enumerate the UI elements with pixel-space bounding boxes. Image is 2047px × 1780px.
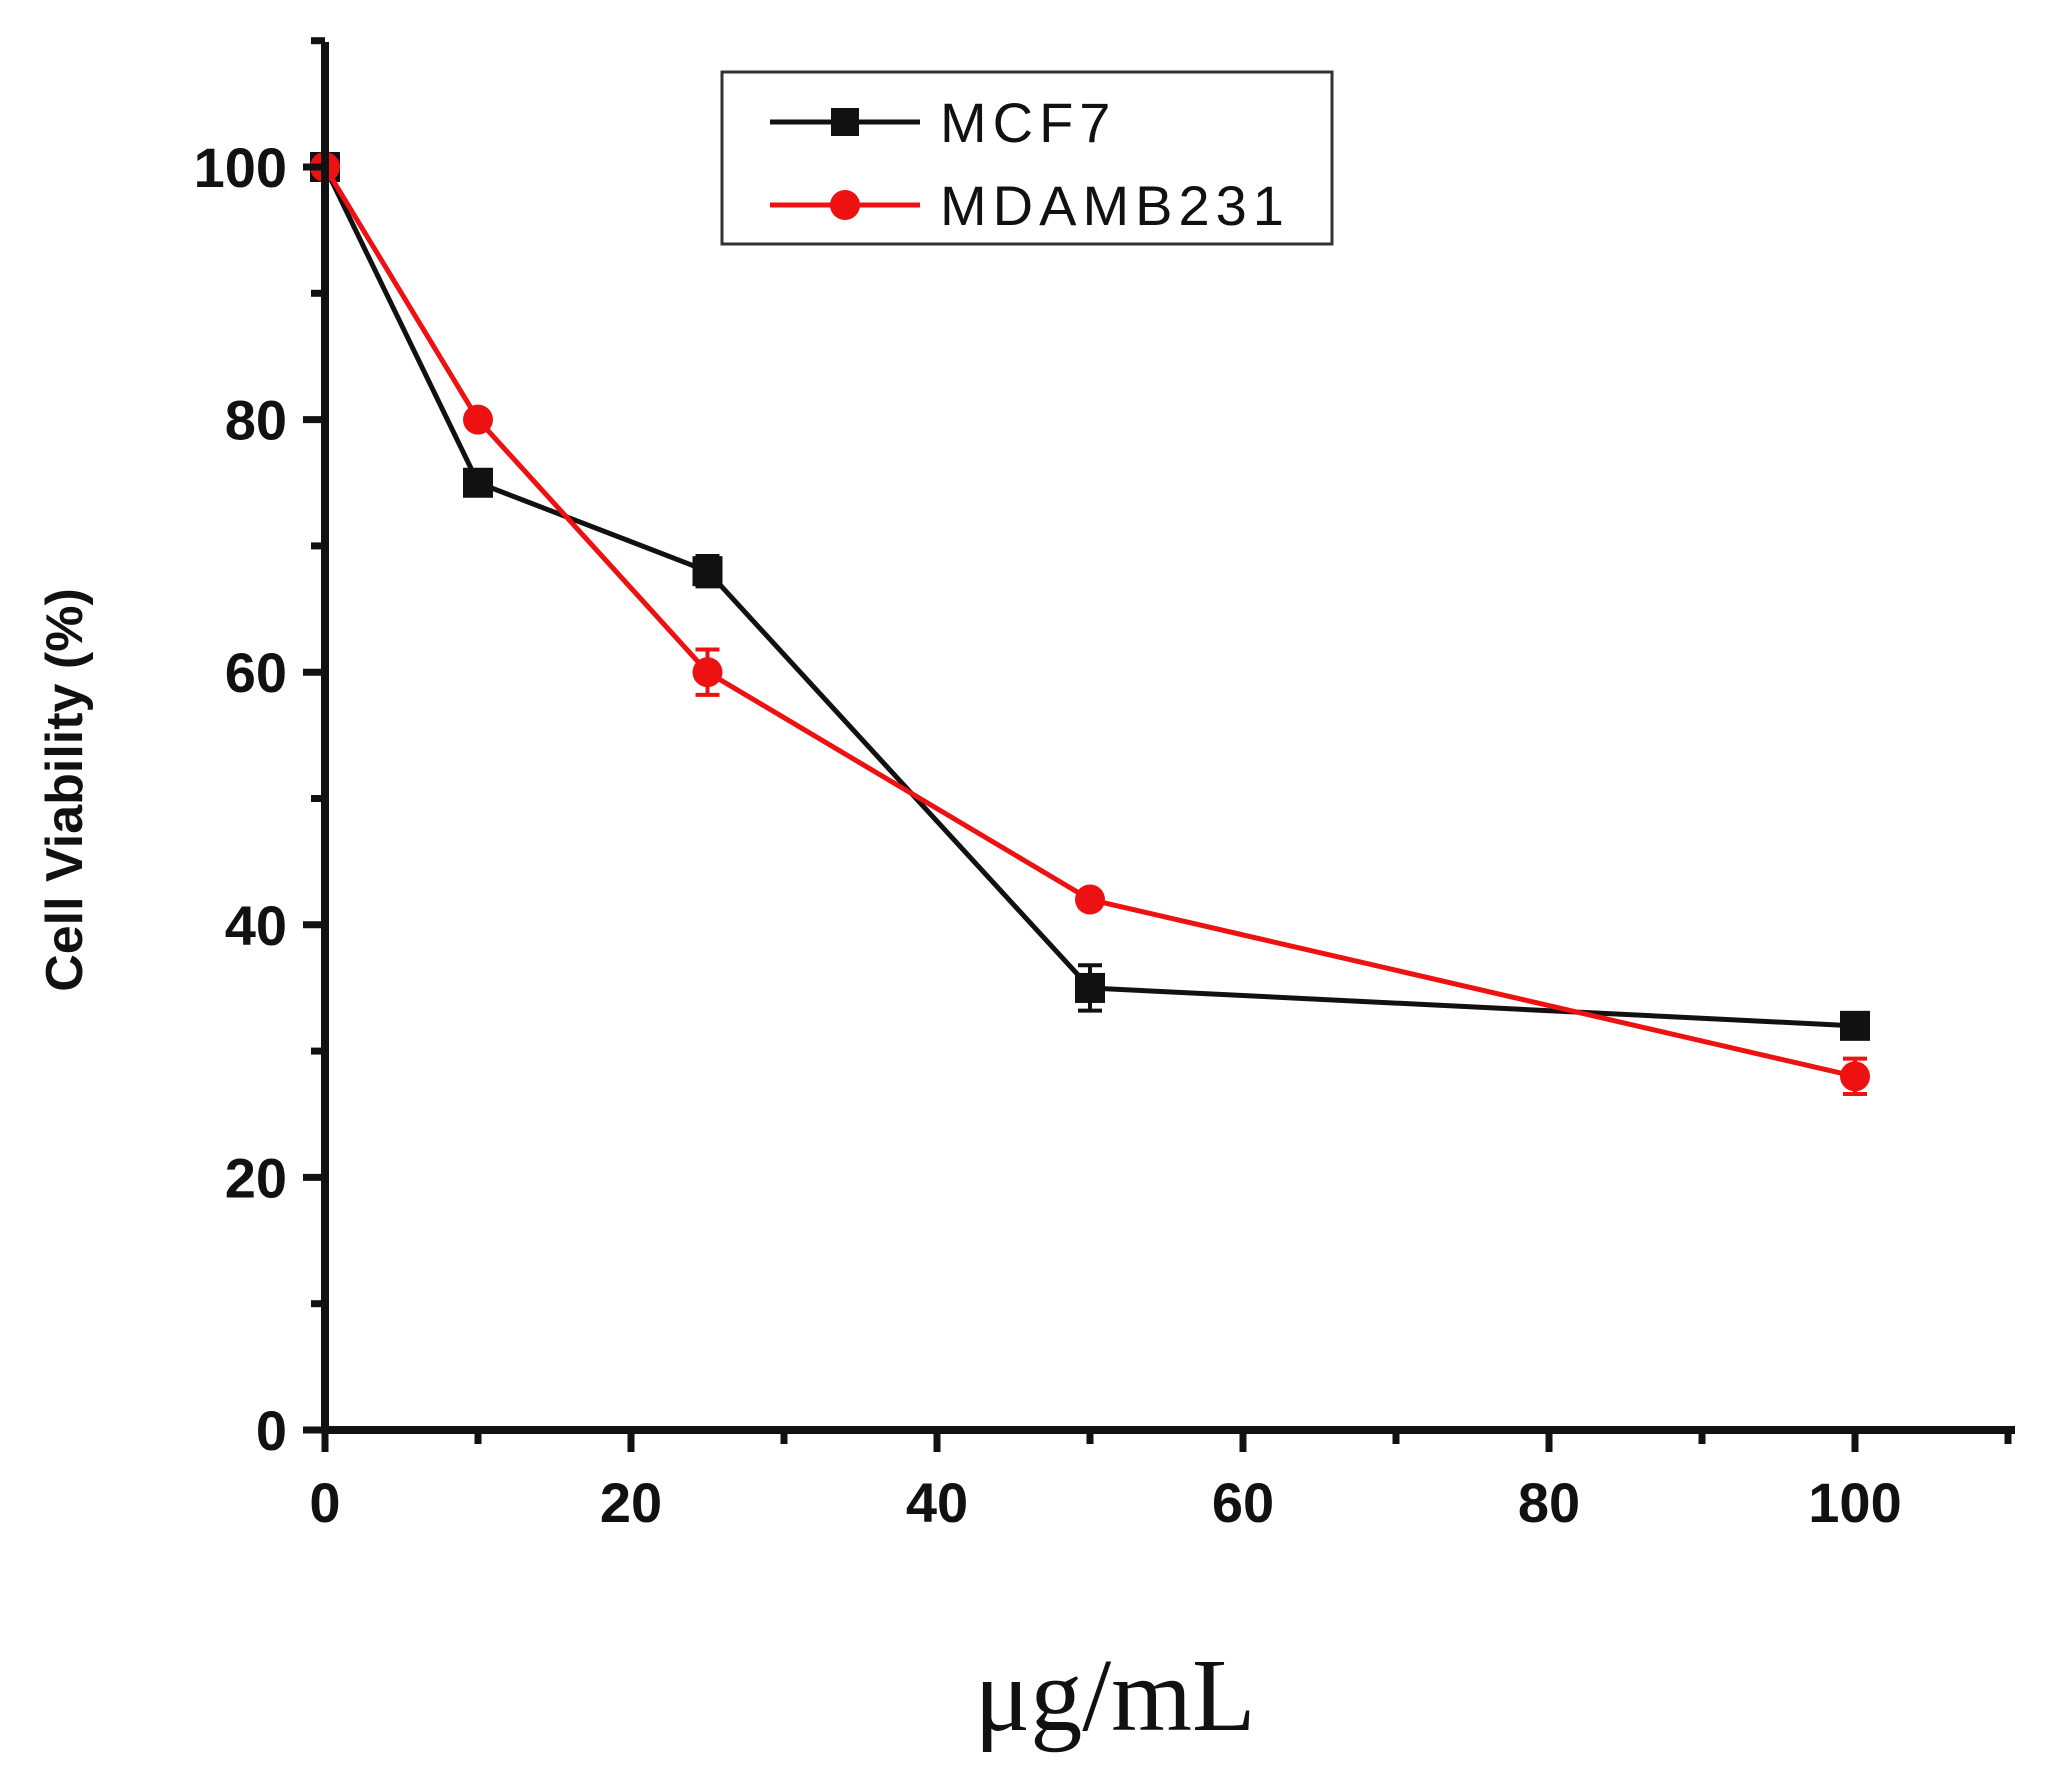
x-axis-title: μg/mL (974, 1638, 1255, 1753)
x-tick-label: 60 (1212, 1471, 1274, 1534)
y-tick-label: 20 (225, 1146, 287, 1209)
x-tick-label: 100 (1808, 1471, 1901, 1534)
legend-box (720, 70, 1334, 246)
x-tick-labels: 0 20 40 60 80 100 (309, 1471, 1901, 1534)
legend-marker-mcf7 (831, 108, 859, 136)
x-tick-label: 40 (906, 1471, 968, 1534)
x-tick-label: 80 (1518, 1471, 1580, 1534)
axes (303, 37, 2015, 1452)
series-line-mdamb231 (322, 165, 1856, 1079)
series-mdamb231 (310, 152, 1870, 1097)
data-point-mdamb231 (1840, 1061, 1870, 1092)
data-point-mcf7 (463, 467, 493, 498)
plot-area (310, 152, 1870, 1097)
data-point-mdamb231 (692, 657, 723, 688)
data-point-mcf7 (692, 556, 723, 587)
legend-label-mdamb231: MDAMB231 (940, 174, 1290, 237)
y-tick-label: 40 (225, 894, 287, 957)
y-tick-labels: 0 20 40 60 80 100 (194, 136, 287, 1462)
x-tick-label: 0 (309, 1471, 340, 1534)
y-tick-label: 0 (256, 1399, 287, 1462)
y-tick-label: 100 (194, 136, 287, 199)
data-point-mcf7 (1840, 1010, 1870, 1041)
y-tick-label: 60 (225, 641, 287, 704)
data-point-mdamb231 (1075, 884, 1105, 915)
y-tick-label: 80 (225, 389, 287, 452)
x-tick-label: 20 (600, 1471, 662, 1534)
series-mcf7 (310, 152, 1870, 1041)
data-point-mdamb231 (463, 404, 493, 435)
legend: MCF7 MDAMB231 (720, 70, 1334, 246)
data-point-mcf7 (1075, 972, 1105, 1003)
legend-label-mcf7: MCF7 (940, 91, 1116, 154)
y-axis-title: Cell Viability (%) (36, 588, 94, 992)
legend-marker-mdamb231 (830, 190, 860, 220)
